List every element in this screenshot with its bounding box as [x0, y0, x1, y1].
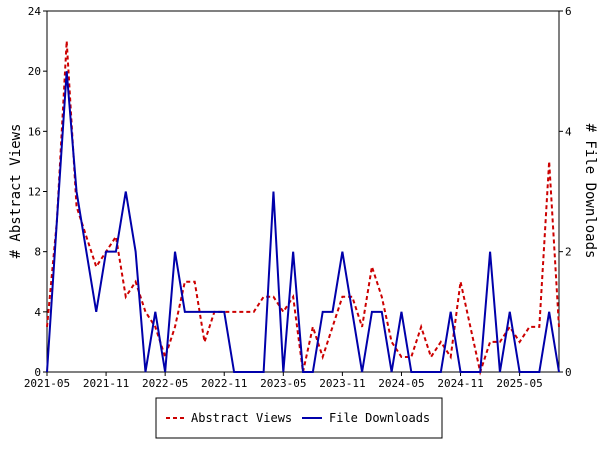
left-tick-label: 4 — [34, 306, 41, 319]
right-tick-label: 2 — [565, 246, 572, 259]
left-tick-label: 0 — [34, 366, 41, 379]
right-tick-label: 6 — [565, 5, 572, 18]
x-tick-label: 2024-05 — [378, 377, 424, 390]
left-tick-label: 20 — [28, 65, 41, 78]
legend-box — [155, 397, 443, 439]
series-layer — [46, 41, 560, 376]
left-tick-label: 12 — [28, 186, 41, 199]
right-axis-ticks: 0 2 4 6 — [559, 5, 572, 379]
x-tick-label: 2024-11 — [437, 377, 483, 390]
y-axis-title-right: # File Downloads — [582, 124, 598, 259]
series-line-file-downloads — [46, 71, 560, 373]
legend-label-file-downloads: File Downloads — [329, 411, 430, 425]
x-tick-label: 2021-11 — [83, 377, 129, 390]
left-tick-label: 8 — [34, 246, 41, 259]
left-tick-label: 24 — [28, 5, 42, 18]
x-tick-label: 2021-05 — [24, 377, 70, 390]
x-tick-label: 2022-11 — [201, 377, 247, 390]
x-tick-label: 2023-11 — [319, 377, 365, 390]
x-tick-label: 2025-05 — [496, 377, 542, 390]
left-tick-label: 16 — [28, 125, 41, 138]
legend: Abstract Views File Downloads — [155, 397, 443, 439]
left-axis-ticks: 0 4 8 12 16 20 24 — [28, 5, 47, 379]
right-tick-label: 0 — [565, 366, 572, 379]
x-axis-ticks: 2021-05 2021-11 2022-05 2022-11 2023-05 2023-… — [24, 372, 543, 390]
right-tick-label: 4 — [565, 125, 572, 138]
y-axis-title-left: # Abstract Views — [8, 124, 24, 259]
plot-area — [46, 10, 560, 373]
legend-label-abstract-views: Abstract Views — [191, 411, 292, 425]
x-tick-label: 2022-05 — [142, 377, 188, 390]
x-tick-label: 2023-05 — [260, 377, 306, 390]
